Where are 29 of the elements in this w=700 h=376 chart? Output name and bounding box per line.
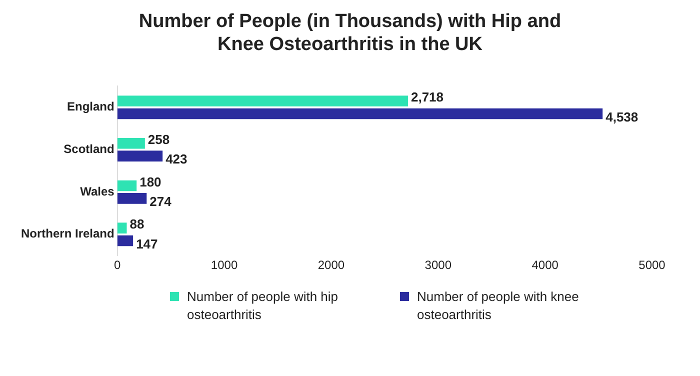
x-tick-label: 5000 <box>638 258 666 272</box>
data-label: 180 <box>140 174 162 190</box>
bar <box>117 138 145 149</box>
legend-label: Number of people with hip osteoarthritis <box>187 288 340 324</box>
y-tick-label: England <box>67 100 114 114</box>
bar <box>117 235 134 246</box>
bar <box>117 96 408 106</box>
y-tick-label: Scotland <box>64 142 114 156</box>
data-label: 4,538 <box>606 109 638 124</box>
y-tick-label: Wales <box>80 184 115 198</box>
x-tick-label: 3000 <box>424 258 452 272</box>
x-tick-label: 0 <box>114 258 121 272</box>
data-label: 2,718 <box>410 90 444 105</box>
bar <box>117 108 603 120</box>
data-label: 274 <box>150 194 172 210</box>
bar <box>117 180 137 192</box>
x-tick-label: 1000 <box>210 258 238 272</box>
data-label: 147 <box>136 236 158 252</box>
x-tick-label: 2000 <box>318 258 345 272</box>
bar <box>117 193 147 204</box>
data-label: 258 <box>148 132 170 147</box>
bar <box>117 222 127 234</box>
data-label: 423 <box>166 152 188 167</box>
data-label: 88 <box>130 216 144 232</box>
legend-label: Number of people with knee osteoarthritis <box>417 288 580 324</box>
y-tick-label: Northern Ireland <box>20 226 114 241</box>
bar <box>117 150 163 162</box>
chart-title: Number of People (in Thousands) with Hip and Knee Osteoarthritis in the UK <box>138 10 562 56</box>
x-tick-label: 4000 <box>532 258 559 272</box>
